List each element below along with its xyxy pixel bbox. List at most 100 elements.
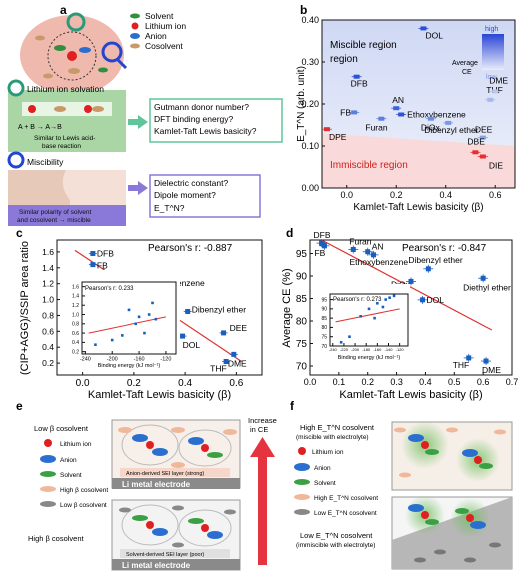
reaction-equation: A + B → A→B (18, 124, 62, 131)
legend-label: Low E_T^N cosolvent (314, 510, 377, 517)
y-tick-label: 90 (296, 272, 308, 283)
anion-molecule (79, 47, 91, 53)
panel-e: Low β cosolvent Lithium ion Anion Solven… (28, 416, 277, 571)
y-axis-label: (CIP+AGG)/SSIP area ratio (19, 241, 31, 375)
legend-label: Low β cosolvent (60, 502, 107, 509)
legend-label: Cosolvent (145, 41, 183, 51)
y-tick-label: 75 (321, 334, 327, 340)
legend-lithium-swatch (44, 439, 52, 447)
x-tick-label: 0.2 (127, 378, 141, 389)
colorbar-high: high (485, 26, 498, 33)
legend-label: Lithium ion (60, 441, 92, 448)
point-label: Furan (349, 236, 371, 246)
x-tick-label: 0.0 (340, 190, 353, 200)
point-label: DFB (97, 249, 114, 259)
x-tick-label: 0.3 (390, 377, 403, 387)
inset-point (339, 340, 343, 344)
y-tick-label: 95 (321, 297, 327, 303)
x-tick-label: -200 (107, 357, 118, 363)
data-point (483, 358, 489, 364)
y-tick-label: 1.2 (42, 279, 54, 289)
x-tick-label: -240 (329, 347, 338, 352)
high-ent-label: (miscible with electrolyte) (296, 434, 369, 441)
pearson-annotation: Pearson's r: -0.847 (402, 243, 487, 254)
inset-point (373, 316, 376, 320)
legend-label: High E_T^N cosolvent (314, 495, 378, 502)
point-label: THF (210, 364, 227, 374)
inset-x-label: Binding energy (kJ mol⁻¹) (338, 355, 401, 361)
point-label: AN (372, 242, 384, 252)
x-tick-label: -240 (80, 357, 91, 363)
data-point (350, 246, 356, 252)
inset-fit-line (88, 316, 167, 334)
y-tick-label: 0.2 (42, 358, 54, 368)
legend-cosolvent-swatch (130, 43, 140, 49)
electrode-label: Li metal electrode (122, 561, 191, 570)
y-tick-label: 0.10 (301, 141, 319, 151)
central-lithium-ion (67, 51, 77, 61)
legend-solvent-swatch (130, 13, 140, 19)
legend-label: Anion (60, 457, 77, 464)
reaction-caption: Similar to Lewis acid- (34, 135, 95, 142)
y-tick-label: 70 (296, 362, 308, 373)
pearson-annotation: Pearson's r: -0.887 (148, 243, 233, 254)
legend-label: Solvent (145, 11, 174, 21)
x-tick-label: 0.0 (76, 378, 90, 389)
high-beta-label: High β cosolvent (28, 534, 85, 543)
legend-anion-swatch (40, 455, 56, 463)
data-point (351, 110, 358, 115)
point-label: DOL (183, 340, 201, 350)
reaction-caption: base reaction (42, 143, 81, 150)
data-point (408, 278, 414, 284)
solvation-box (8, 90, 126, 152)
arrow-label: Increase (248, 416, 277, 425)
x-tick-label: 0.4 (178, 378, 192, 389)
y-tick-label: 1.0 (42, 295, 54, 305)
panel-letter-c: c (16, 226, 23, 240)
data-point (425, 266, 431, 272)
solvation-title: Lithium ion solvation (27, 84, 104, 94)
data-point (180, 333, 186, 339)
panel-letter-b: b (300, 3, 307, 17)
legend-anion-swatch (130, 33, 140, 39)
x-tick-label: -160 (134, 357, 145, 363)
inset-point (388, 296, 391, 300)
chart-b: Miscible region region Immiscible region hi… (296, 15, 516, 213)
data-point (323, 127, 330, 132)
point-label: DPE (329, 132, 347, 142)
point-label: DEE (230, 323, 248, 333)
colorbar-low: low (486, 74, 497, 81)
point-label: DME (489, 75, 508, 85)
legend-label: Low β cosolvent (34, 424, 89, 433)
inset-point (120, 334, 124, 337)
data-point (231, 351, 237, 357)
data-point (90, 262, 96, 268)
data-point (353, 74, 360, 79)
data-point (398, 112, 405, 117)
inset-point (381, 305, 385, 309)
data-point (487, 97, 494, 102)
low-ent-label: (immiscible with electrolyte) (296, 542, 375, 549)
point-label: DBE (467, 136, 485, 146)
y-tick-label: 1.0 (72, 312, 79, 318)
chart-c: 0.0 0.2 0.4 0.6 0.2 0.4 0.6 0.8 1.0 1.2 1.4 1.6 Kaml… (19, 239, 263, 401)
data-point (223, 359, 229, 364)
immiscible-region-fill (322, 133, 515, 188)
y-tick-label: 0.2 (72, 349, 79, 355)
plot-frame (329, 293, 409, 347)
y-tick-label: 0.6 (72, 331, 79, 337)
x-tick-label: -120 (396, 347, 405, 352)
region-label: region (330, 54, 358, 65)
data-point (319, 240, 325, 246)
y-tick-label: 85 (296, 294, 308, 305)
panel-f: High E_T^N cosolvent (miscible with elec… (294, 421, 513, 570)
x-tick-label: 0.7 (506, 377, 519, 387)
inset-point (127, 308, 131, 312)
legend-label: Solvent (314, 480, 336, 487)
point-label: DOL (425, 30, 443, 40)
x-tick-label: -160 (373, 347, 382, 352)
panel-a: a Solvent Lithium ion Anion Cosolvent Li… (7, 3, 283, 226)
question-text: Dipole moment? (154, 190, 216, 200)
inset-point (376, 301, 379, 305)
misc-caption: and cosolvent → miscible (17, 217, 91, 224)
